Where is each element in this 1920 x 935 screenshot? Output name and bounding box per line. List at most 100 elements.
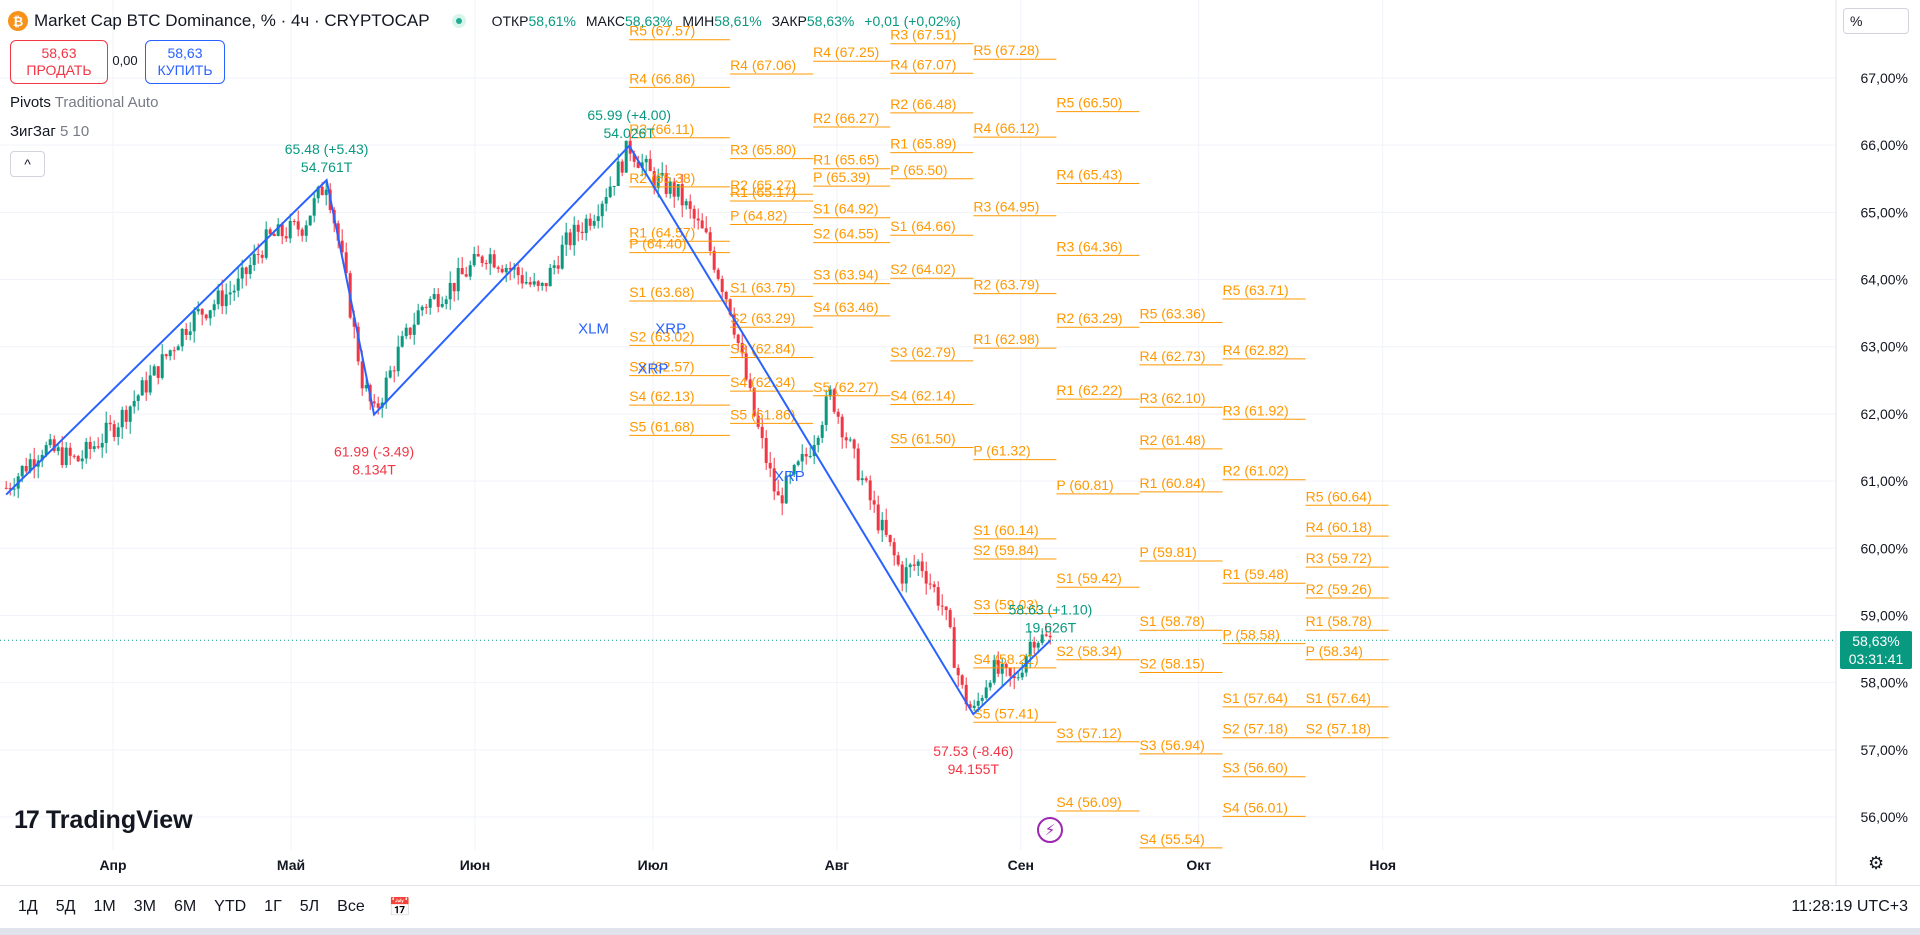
pivot-label: S4 (62.14): [890, 388, 955, 404]
symbol-title[interactable]: Market Cap BTC Dominance, % · 4ч · CRYPT…: [34, 11, 430, 30]
pivot-label: R5 (66.50): [1056, 95, 1122, 111]
candle-body: [12, 488, 16, 490]
candle-body: [896, 555, 900, 565]
candle-body: [724, 291, 728, 300]
zigzag-volume-label: 19.626T: [1025, 619, 1077, 635]
pivot-label: S3 (57.12): [1056, 725, 1121, 741]
candle-body: [260, 254, 264, 258]
zigzag-value-label: 58.63 (+1.10): [1009, 601, 1093, 617]
candle-body: [1048, 635, 1052, 638]
candle-body: [228, 292, 232, 295]
collapse-indicators-button[interactable]: ^: [10, 151, 45, 177]
candle-body: [608, 186, 612, 198]
range-ytd[interactable]: YTD: [214, 898, 247, 915]
candle-body: [968, 704, 972, 708]
indicator-zigzag[interactable]: ЗигЗаг 5 10: [10, 123, 89, 140]
buy-button[interactable]: 58,63 КУПИТЬ: [145, 40, 225, 84]
candle-body: [240, 267, 244, 279]
candle-body: [820, 424, 824, 438]
candle-body: [396, 346, 400, 372]
range-6m[interactable]: 6М: [173, 898, 197, 915]
candle-body: [868, 480, 872, 501]
candle-body: [28, 459, 32, 472]
candle-body: [220, 290, 224, 307]
candle-body: [808, 456, 812, 458]
candle-body: [156, 366, 160, 378]
candle-body: [848, 439, 852, 441]
chevron-up-icon: ^: [24, 156, 31, 172]
sell-price: 58,63: [41, 45, 77, 61]
candle-body: [1020, 672, 1024, 678]
candle-body: [864, 478, 868, 481]
candle-body: [268, 229, 272, 234]
indicator-name: ЗигЗаг: [10, 123, 56, 140]
pivot-label: R3 (64.36): [1056, 238, 1122, 254]
range-1d[interactable]: 1Д: [18, 898, 38, 915]
tradingview-logo[interactable]: 17 TradingView: [14, 806, 193, 835]
pivot-label: S1 (64.92): [813, 201, 878, 217]
candle-body: [532, 281, 536, 285]
indicator-pivots[interactable]: Pivots Traditional Auto: [10, 94, 158, 111]
flash-icon[interactable]: ⚡: [1037, 817, 1063, 843]
candle-body: [232, 290, 236, 293]
pivot-label: R2 (65.38): [629, 170, 695, 186]
candle-body: [600, 203, 604, 217]
pivot-label: S3 (62.57): [629, 359, 694, 375]
pivot-label: R1 (58.78): [1306, 613, 1372, 629]
pivot-label: R4 (67.25): [813, 44, 879, 60]
pivot-label: R1 (60.84): [1139, 475, 1205, 491]
candle-body: [68, 447, 72, 456]
candle-body: [660, 173, 664, 176]
footer-strip: [0, 928, 1920, 935]
candle-body: [112, 424, 116, 437]
candle-body: [620, 161, 624, 173]
range-1y[interactable]: 1Г: [264, 898, 282, 915]
pivot-label: P (64.82): [730, 207, 787, 223]
gear-icon[interactable]: ⚙: [1868, 853, 1885, 873]
candle-body: [636, 161, 640, 168]
pivot-label: S5 (61.68): [629, 418, 694, 434]
range-5d[interactable]: 5Д: [55, 898, 76, 915]
candle-body: [88, 441, 92, 449]
candle-body: [312, 198, 316, 216]
candle-body: [208, 310, 212, 319]
market-status-icon[interactable]: [451, 14, 466, 28]
candle-body: [988, 682, 992, 688]
range-5y[interactable]: 5Л: [299, 898, 320, 915]
candle-body: [840, 416, 844, 438]
pivot-label: S2 (63.29): [730, 310, 795, 326]
candle-body: [124, 409, 128, 422]
candle-body: [764, 438, 768, 463]
pivot-label: R4 (67.06): [730, 57, 796, 73]
candle-body: [784, 476, 788, 504]
candle-body: [1012, 675, 1016, 679]
bitcoin-icon: ₿: [8, 11, 28, 31]
pivot-label: R2 (63.29): [1056, 310, 1122, 326]
candle-body: [288, 220, 292, 239]
pivot-label: P (58.34): [1306, 643, 1363, 659]
scale-mode-button[interactable]: %: [1843, 8, 1909, 34]
range-3m[interactable]: 3М: [133, 898, 156, 915]
candle-body: [272, 233, 276, 236]
pivot-label: S5 (61.86): [730, 406, 795, 422]
sell-button[interactable]: 58,63 ПРОДАТЬ: [10, 40, 108, 84]
pivot-label: P (65.39): [813, 169, 870, 185]
candle-body: [304, 225, 308, 236]
range-1m[interactable]: 1М: [93, 898, 116, 915]
pivot-label: R1 (65.65): [813, 152, 879, 168]
candle-body: [320, 186, 324, 196]
pivot-label: R5 (60.64): [1306, 488, 1372, 504]
candle-body: [536, 281, 540, 286]
candle-body: [200, 309, 204, 315]
candle-body: [924, 571, 928, 584]
ohlc-values: ОТКР58,61% МАКС58,63% МИН58,61% ЗАКР58,6…: [486, 13, 961, 29]
calendar-icon[interactable]: 📅: [388, 896, 412, 917]
y-tick-label: 67,00%: [1861, 70, 1908, 86]
candle-body: [520, 275, 524, 284]
candle-body: [748, 379, 752, 388]
candle-body: [836, 411, 840, 417]
clock[interactable]: 11:28:19 UTC+3: [1791, 898, 1908, 915]
range-all[interactable]: Все: [337, 898, 365, 915]
pivot-label: S2 (57.18): [1306, 721, 1371, 737]
